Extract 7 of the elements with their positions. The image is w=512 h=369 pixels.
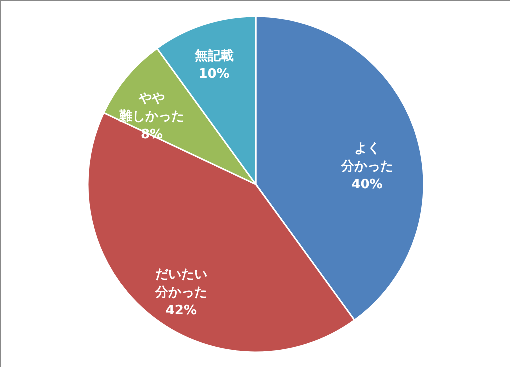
slice-label: よく分かった [340,141,394,174]
data-label: 10% [198,67,230,82]
data-label: 42% [166,304,197,319]
slice-label: やや難しかった [118,91,184,124]
slice-label: 無記載 [194,48,234,64]
data-label: 40% [352,177,383,192]
slice-label: だいたい分かった [154,268,208,301]
